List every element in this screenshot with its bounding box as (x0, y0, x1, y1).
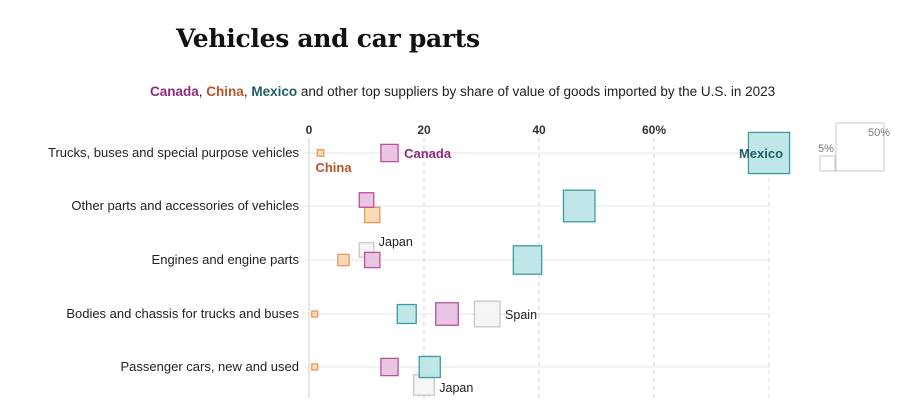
x-tick-label: 40 (532, 123, 546, 137)
mexico-square (418, 355, 441, 379)
china-square (311, 363, 319, 371)
other-supplier-square (473, 300, 501, 328)
canada-square (363, 251, 381, 269)
size-legend-square (819, 155, 836, 172)
x-tick-label: 0 (306, 123, 313, 137)
other-supplier-label: Japan (439, 381, 473, 395)
x-tick-label: 60% (642, 123, 666, 137)
size-legend-label: 50% (868, 127, 890, 139)
size-legend-label: 5% (818, 143, 834, 155)
mexico-square (562, 189, 596, 223)
subtitle-rest: and other top suppliers by share of valu… (297, 84, 776, 99)
x-tick-label: 20 (417, 123, 431, 137)
canada-square (435, 302, 459, 326)
chart-subtitle: Canada, China, Mexico and other top supp… (150, 84, 775, 99)
mexico-square (512, 245, 543, 275)
canada-square (358, 192, 375, 208)
subtitle-canada: Canada (150, 84, 199, 99)
other-supplier-label: Spain (505, 308, 537, 322)
annotation-china: China (315, 160, 352, 175)
category-label: Passenger cars, new and used (121, 359, 300, 374)
mexico-square (747, 131, 791, 175)
subtitle-separator: , (243, 84, 252, 99)
canada-square (380, 357, 399, 377)
annotation-mexico: Mexico (739, 146, 783, 161)
china-square (316, 149, 325, 157)
category-label: Engines and engine parts (152, 252, 300, 267)
subtitle-china: China (206, 84, 244, 99)
subtitle-mexico: Mexico (251, 84, 298, 99)
canada-square (380, 143, 399, 163)
chart-title: Vehicles and car parts (176, 24, 480, 53)
other-supplier-label: Japan (379, 235, 413, 249)
annotation-canada: Canada (404, 146, 452, 161)
china-square (337, 253, 350, 267)
category-label: Other parts and accessories of vehicles (71, 198, 299, 213)
mexico-square (396, 303, 417, 325)
china-square (311, 310, 319, 318)
category-label: Bodies and chassis for trucks and buses (66, 306, 299, 321)
subtitle-separator: , (198, 84, 207, 99)
category-label: Trucks, buses and special purpose vehicl… (48, 145, 299, 160)
china-square (363, 206, 381, 224)
size-legend-square (835, 122, 885, 172)
